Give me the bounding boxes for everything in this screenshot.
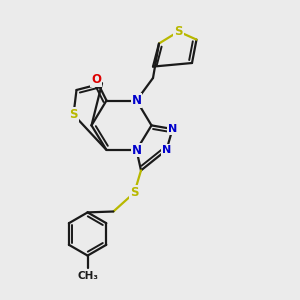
Text: S: S <box>69 108 78 121</box>
Text: N: N <box>131 94 142 107</box>
Text: S: S <box>174 25 183 38</box>
Text: CH₃: CH₃ <box>77 271 98 281</box>
Text: N: N <box>131 143 142 157</box>
Text: O: O <box>91 73 101 86</box>
Text: S: S <box>130 186 139 199</box>
Text: N: N <box>162 145 171 155</box>
Text: N: N <box>168 124 177 134</box>
